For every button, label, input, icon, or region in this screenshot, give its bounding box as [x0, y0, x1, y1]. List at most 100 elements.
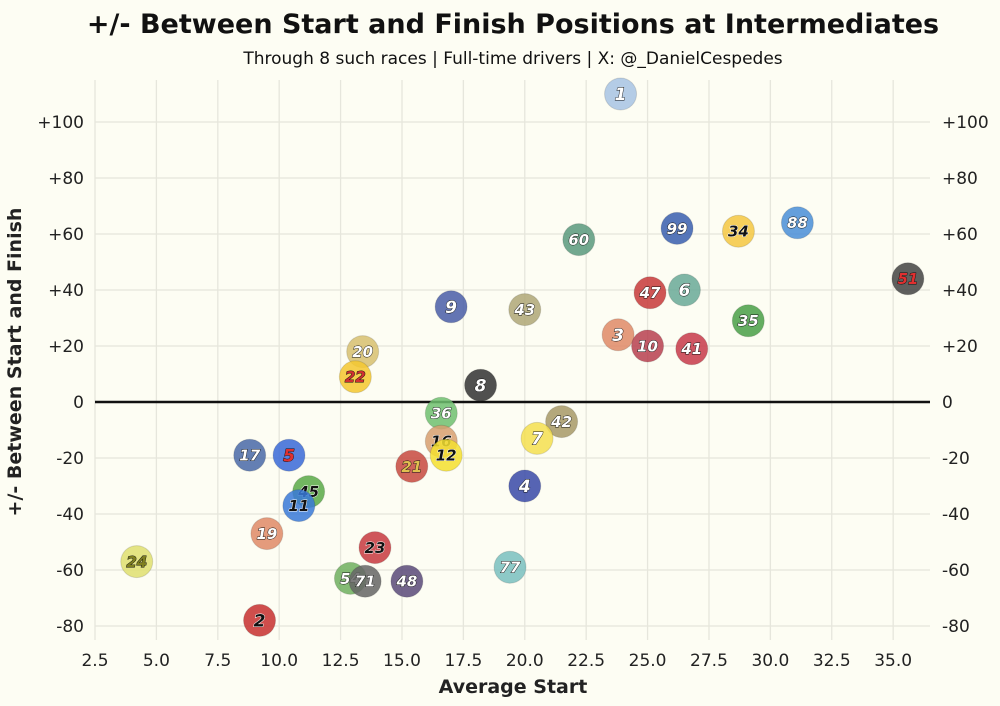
data-point: 42 — [545, 405, 579, 439]
y-tick-label-left: -20 — [56, 449, 84, 469]
point-label: 99 — [667, 220, 688, 238]
y-tick-label-right: +60 — [942, 225, 978, 245]
data-point: 51 — [891, 262, 925, 296]
point-label: 21 — [401, 458, 422, 476]
point-marker — [633, 276, 667, 310]
point-label: 48 — [395, 573, 417, 591]
point-label: 41 — [680, 340, 702, 358]
point-marker — [429, 438, 463, 472]
point-label: 10 — [637, 337, 658, 355]
point-marker — [390, 564, 424, 598]
point-marker — [120, 545, 154, 579]
data-point: 77 — [493, 550, 527, 584]
x-tick-label: 15.0 — [383, 651, 421, 671]
data-point: 1 — [604, 77, 638, 111]
point-marker — [282, 489, 316, 523]
point-label: 12 — [436, 447, 457, 465]
data-point: 48 — [390, 564, 424, 598]
data-point: 9 — [434, 290, 468, 324]
data-point: 41 — [675, 332, 709, 366]
point-label: 17 — [239, 447, 260, 465]
point-marker — [250, 517, 284, 551]
y-tick-label-right: +40 — [942, 281, 978, 301]
point-label: 71 — [355, 573, 376, 591]
point-marker — [604, 77, 638, 111]
data-point: 22 — [338, 360, 372, 394]
point-marker — [631, 329, 665, 363]
point-label: 42 — [550, 413, 572, 431]
data-point: 20 — [346, 335, 380, 369]
y-tick-label-right: 0 — [942, 393, 953, 413]
y-tick-label-right: -40 — [942, 505, 970, 525]
y-tick-label-right: -80 — [942, 617, 970, 637]
y-tick-label-left: -40 — [56, 505, 84, 525]
data-point: 17 — [233, 438, 267, 472]
point-label: 36 — [431, 405, 452, 423]
data-point: 21 — [395, 449, 429, 483]
x-tick-label: 17.5 — [444, 651, 482, 671]
point-marker — [434, 290, 468, 324]
point-marker — [660, 211, 694, 245]
chart-title: +/- Between Start and Finish Positions a… — [87, 9, 939, 40]
point-marker — [520, 421, 554, 455]
data-points: 1889934605147694335310412022836427161217… — [120, 77, 925, 637]
point-label: 43 — [513, 301, 535, 319]
point-marker — [891, 262, 925, 296]
point-label: 4 — [518, 477, 531, 497]
y-tick-label-left: -80 — [56, 617, 84, 637]
x-tick-label: 7.5 — [204, 651, 231, 671]
y-axis-left-ticks: +100 +80 +60 +40 +20 0 -20 -40 -60 -80 — [37, 113, 84, 637]
point-marker — [780, 206, 814, 240]
point-marker — [721, 214, 755, 248]
data-point: 99 — [660, 211, 694, 245]
point-label: 60 — [568, 231, 589, 249]
point-marker — [731, 304, 765, 338]
point-label: 8 — [475, 376, 487, 396]
x-tick-label: 35.0 — [874, 651, 912, 671]
data-point: 7 — [520, 421, 554, 455]
point-marker — [348, 564, 382, 598]
y-tick-label-left: 0 — [73, 393, 84, 413]
point-marker — [562, 223, 596, 257]
point-marker — [338, 360, 372, 394]
y-tick-label-right: -60 — [942, 561, 970, 581]
point-marker — [545, 405, 579, 439]
x-tick-label: 2.5 — [81, 651, 108, 671]
point-marker — [675, 332, 709, 366]
x-tick-label: 30.0 — [751, 651, 789, 671]
point-label: 88 — [787, 214, 808, 232]
point-label: 23 — [365, 539, 386, 557]
chart-subtitle: Through 8 such races | Full-time drivers… — [242, 49, 782, 69]
x-tick-label: 12.5 — [322, 651, 360, 671]
data-point: 47 — [633, 276, 667, 310]
point-label: 11 — [288, 497, 309, 515]
x-tick-label: 20.0 — [506, 651, 544, 671]
y-tick-label-right: +80 — [942, 169, 978, 189]
x-tick-label: 10.0 — [260, 651, 298, 671]
data-point: 2 — [243, 603, 277, 637]
point-label: 5 — [283, 446, 295, 466]
data-point: 60 — [562, 223, 596, 257]
data-point: 11 — [282, 489, 316, 523]
y-tick-label-left: +20 — [48, 337, 84, 357]
y-axis-label: +/- Between Start and Finish — [4, 208, 26, 517]
y-tick-label-right: -20 — [942, 449, 970, 469]
point-label: 19 — [256, 525, 277, 543]
data-point: 34 — [721, 214, 755, 248]
data-point: 43 — [508, 293, 542, 327]
point-marker — [508, 293, 542, 327]
x-axis-label: Average Start — [439, 676, 588, 698]
y-tick-label-left: +100 — [37, 113, 84, 133]
x-axis-ticks: 2.5 5.0 7.5 10.0 12.5 15.0 17.5 20.0 22.5 25.0 27.… — [81, 651, 912, 671]
point-marker — [272, 438, 306, 472]
point-label: 77 — [500, 559, 521, 577]
data-point: 88 — [780, 206, 814, 240]
y-tick-label-left: +60 — [48, 225, 84, 245]
data-point: 3 — [601, 318, 635, 352]
point-label: 9 — [445, 298, 457, 318]
data-point: 36 — [424, 396, 458, 430]
x-tick-label: 27.5 — [690, 651, 728, 671]
data-point: 23 — [358, 531, 392, 565]
data-point: 4 — [508, 469, 542, 503]
